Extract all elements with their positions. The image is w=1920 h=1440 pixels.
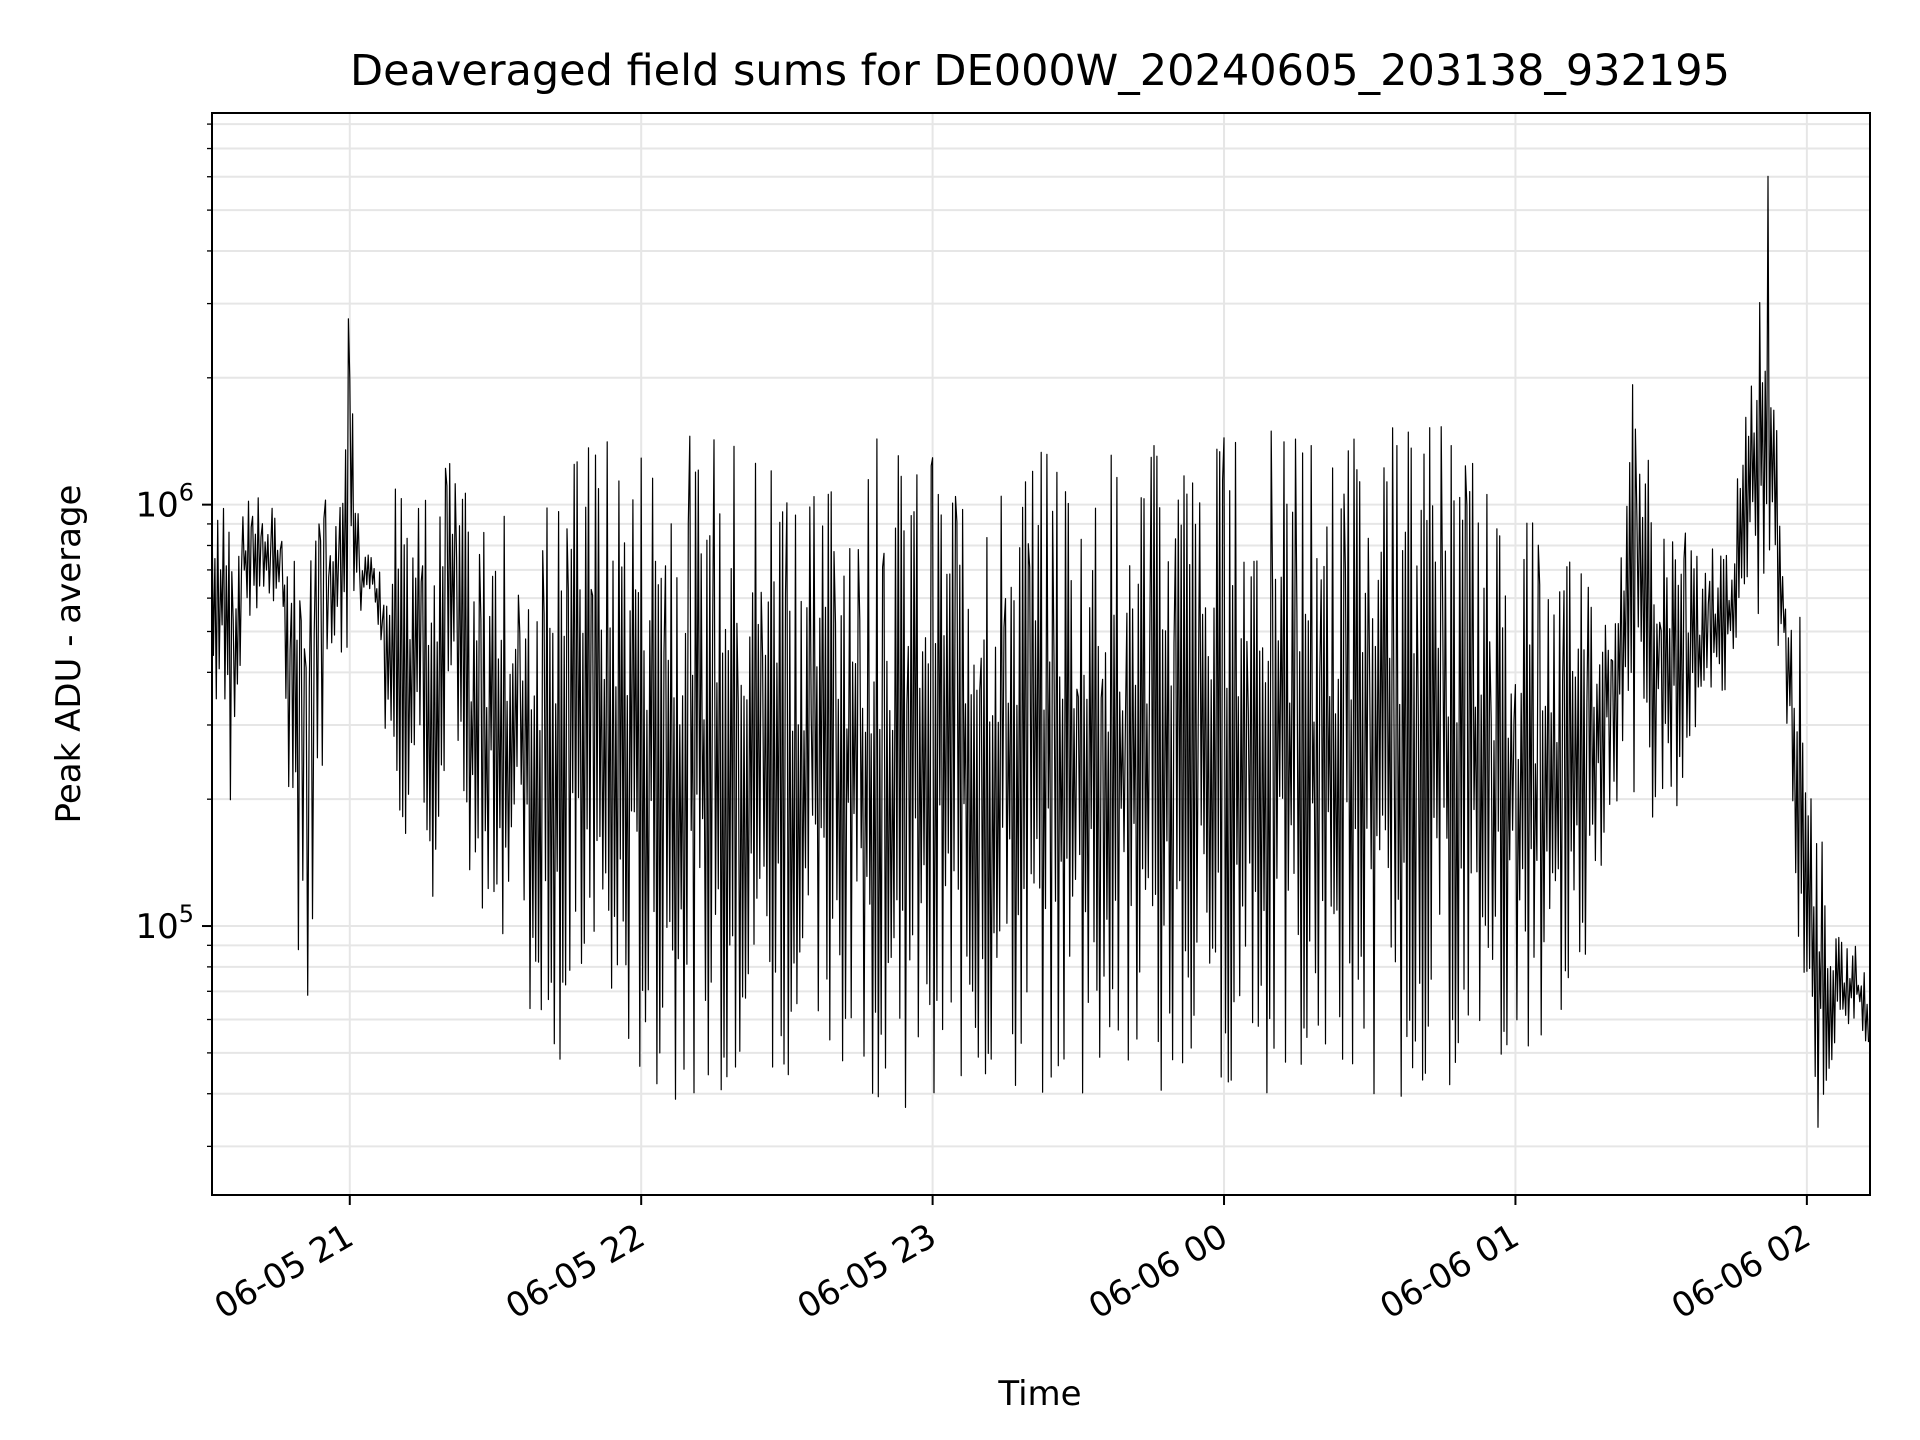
series-line — [211, 175, 1870, 1128]
chart-title: Deaveraged field sums for DE000W_2024060… — [350, 46, 1730, 96]
x-axis-label: Time — [997, 1374, 1081, 1414]
plot-frame — [211, 112, 1871, 1196]
series-group — [211, 175, 1870, 1128]
y-axis-label: Peak ADU - average — [49, 485, 89, 824]
